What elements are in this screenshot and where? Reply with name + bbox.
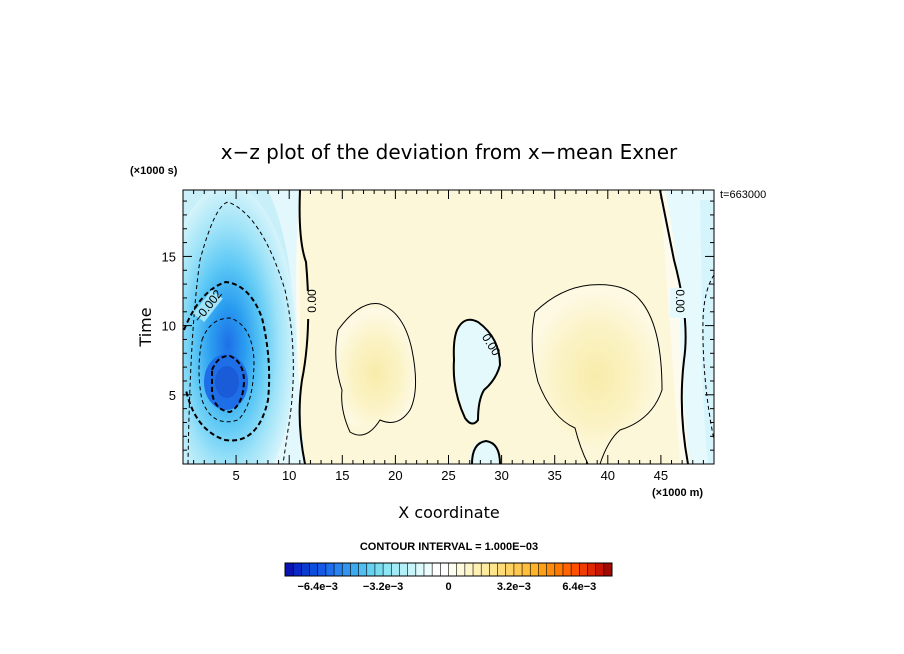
contour-pos-right [531, 284, 663, 464]
chart-title: x−z plot of the deviation from x−mean Ex… [221, 140, 678, 164]
contour-lines [183, 190, 714, 464]
colorbar [284, 562, 613, 577]
colorbar-swatch [407, 563, 417, 576]
colorbar-swatch [489, 563, 498, 576]
plot-area: −0.002 0.00 0.00 0.00 [183, 190, 714, 464]
colorbar-ticks: −6.4e−3 −3.2e−3 0 3.2e−3 6.4e−3 [298, 581, 597, 593]
colorbar-swatch [391, 563, 400, 576]
contour-neg-001-left [187, 201, 294, 464]
colorbar-swatch [334, 563, 343, 576]
colorbar-swatch [448, 563, 457, 576]
contour-pos-center-left [335, 303, 416, 436]
colorbar-swatch [423, 563, 433, 576]
colorbar-swatch [317, 563, 327, 576]
contour-neg-003-left [198, 317, 255, 423]
colorbar-swatch [464, 563, 474, 576]
colorbar-tick-label: 3.2e−3 [497, 581, 531, 593]
colorbar-swatch [481, 563, 490, 576]
x-axis-label: X coordinate [398, 503, 499, 522]
colorbar-swatch [473, 563, 482, 576]
colorbar-swatch [293, 563, 302, 576]
colorbar-swatch [497, 563, 507, 576]
colorbar-swatch [342, 563, 351, 576]
colorbar-swatch [366, 563, 376, 576]
colorbar-tick-label: 6.4e−3 [562, 581, 596, 593]
contour-interval-text: CONTOUR INTERVAL = 1.000E−03 [360, 541, 538, 553]
time-stamp: t=663000 [720, 189, 766, 201]
colorbar-swatch [350, 563, 359, 576]
colorbar-swatch [513, 563, 523, 576]
colorbar-swatch [374, 563, 384, 576]
colorbar-tick-label: −6.4e−3 [298, 581, 338, 593]
colorbar-swatch [587, 563, 596, 576]
y-unit-label: (×1000 s) [130, 165, 178, 177]
field-negative-left-min2 [215, 366, 239, 398]
field-negative-right-core [700, 200, 714, 464]
colorbar-swatch [579, 563, 588, 576]
x-unit-label: (×1000 m) [652, 487, 703, 499]
colorbar-swatch [530, 563, 539, 576]
contour-zero-bottom [471, 439, 501, 464]
x-tick-label: 20 [388, 468, 402, 483]
field-negative-center [455, 321, 502, 424]
y-tick-label: 5 [169, 388, 176, 403]
x-tick-label: 10 [282, 468, 296, 483]
colorbar-swatch [415, 563, 425, 576]
colorbar-swatch [383, 563, 392, 576]
x-tick-label: 30 [494, 468, 508, 483]
colorbar-tick-label: −3.2e−3 [363, 581, 403, 593]
x-tick-label: 35 [547, 468, 561, 483]
colorbar-swatch [571, 563, 580, 576]
colorbar-swatch [554, 563, 564, 576]
colorbar-swatch [432, 563, 441, 576]
y-axis-ticks: 5 10 15 [162, 200, 714, 451]
colorbar-swatch [505, 563, 515, 576]
x-tick-label: 40 [601, 468, 615, 483]
contour-zero-left [298, 190, 310, 464]
colorbar-swatch [456, 563, 466, 576]
field-positive-center-left [334, 307, 417, 427]
colorbar-swatch [538, 563, 547, 576]
contour-zero-right [659, 190, 689, 464]
colorbar-swatch [325, 563, 335, 576]
colorbar-swatch [440, 563, 449, 576]
contour-neg-right-edge [702, 274, 714, 441]
contour-label-zero-right: 0.00 [673, 289, 687, 313]
contour-label-zero-left: 0.00 [305, 289, 319, 313]
colorbar-swatch [301, 563, 310, 576]
colorbar-swatch [595, 563, 605, 576]
x-tick-label: 15 [335, 468, 349, 483]
colorbar-swatch [399, 563, 408, 576]
y-tick-label: 10 [162, 319, 176, 334]
colorbar-frame [284, 562, 613, 577]
colorbar-swatch [603, 563, 613, 576]
field-positive-right [530, 284, 663, 452]
colorbar-swatch [285, 563, 294, 576]
y-tick-label: 15 [162, 249, 176, 264]
colorbar-tick-label: 0 [445, 581, 451, 593]
colorbar-swatch [309, 563, 318, 576]
contour-neg-004-left [211, 354, 246, 414]
x-tick-label: 25 [441, 468, 455, 483]
x-axis-ticks: 5 10 15 20 25 30 35 40 45 [193, 190, 704, 483]
colorbar-swatch [522, 563, 531, 576]
x-tick-label: 45 [654, 468, 668, 483]
contour-neg-002-left [183, 280, 271, 442]
field-negative-left-core [183, 190, 296, 464]
contour-zero-center [452, 318, 502, 425]
x-tick-label: 5 [232, 468, 239, 483]
colorbar-swatch [358, 563, 368, 576]
colorbar-swatch [546, 563, 556, 576]
colorbar-swatch [562, 563, 572, 576]
y-axis-label: Time [136, 307, 155, 347]
